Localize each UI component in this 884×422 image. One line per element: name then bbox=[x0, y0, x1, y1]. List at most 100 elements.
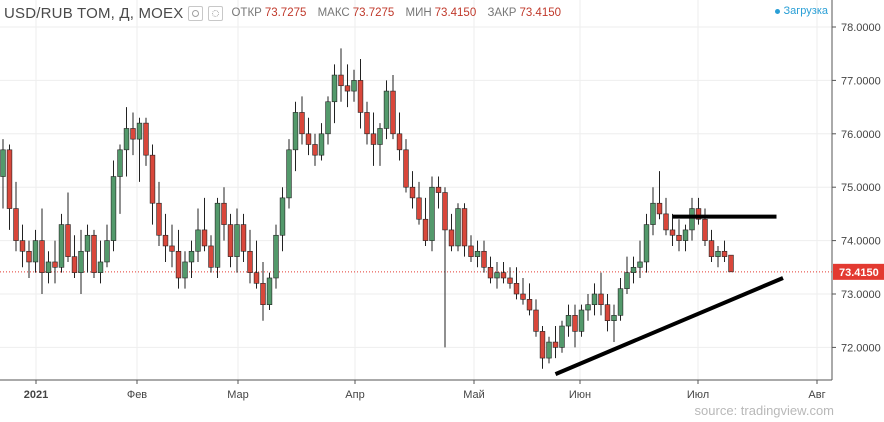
high-value: 73.7275 bbox=[352, 7, 395, 19]
candle bbox=[117, 144, 123, 214]
candle-body bbox=[604, 304, 611, 321]
candle-body bbox=[104, 240, 110, 263]
candle-body bbox=[598, 293, 604, 305]
candle-body bbox=[728, 254, 734, 273]
candle bbox=[97, 240, 104, 284]
x-tick-label: Фев bbox=[127, 389, 147, 401]
candle-body bbox=[461, 208, 468, 247]
candle bbox=[110, 160, 117, 252]
candle bbox=[604, 294, 611, 332]
candle-body bbox=[58, 224, 65, 268]
candle-body bbox=[214, 202, 221, 268]
eye-icon[interactable] bbox=[188, 5, 204, 21]
candle-body bbox=[539, 331, 546, 359]
candle-body bbox=[500, 272, 507, 279]
candle-body bbox=[669, 229, 676, 236]
candle-body bbox=[338, 74, 344, 87]
candle-body bbox=[682, 229, 689, 241]
x-tick-label: Апр bbox=[345, 389, 364, 401]
candle bbox=[565, 304, 572, 337]
candle-body bbox=[266, 277, 273, 305]
candle bbox=[416, 181, 422, 225]
candle bbox=[260, 261, 266, 321]
candle bbox=[539, 326, 546, 369]
support-trendline bbox=[554, 276, 784, 376]
candle-body bbox=[507, 277, 513, 284]
candle bbox=[650, 187, 656, 236]
candle bbox=[227, 213, 234, 268]
candle-body bbox=[533, 309, 539, 332]
candle-body bbox=[585, 304, 591, 311]
candle bbox=[598, 272, 604, 316]
candle-body bbox=[299, 112, 305, 135]
candle bbox=[663, 197, 669, 236]
candle bbox=[65, 192, 71, 262]
candle-body bbox=[273, 234, 279, 279]
candle bbox=[507, 267, 513, 289]
candle bbox=[468, 235, 474, 262]
last-price-label: 73.4150 bbox=[839, 267, 879, 279]
candle bbox=[312, 133, 318, 166]
candle bbox=[52, 240, 58, 284]
candle bbox=[6, 144, 13, 230]
candle bbox=[234, 208, 240, 273]
candle bbox=[188, 240, 195, 278]
candle-body bbox=[442, 192, 448, 231]
candle bbox=[162, 213, 169, 262]
candle-body bbox=[695, 208, 702, 220]
candle-body bbox=[6, 149, 13, 209]
candle bbox=[442, 187, 448, 348]
candle-body bbox=[416, 197, 422, 220]
candle bbox=[26, 240, 32, 278]
candle bbox=[403, 139, 409, 193]
candle bbox=[169, 224, 175, 268]
candle-body bbox=[435, 186, 442, 193]
candle bbox=[279, 187, 286, 252]
candle bbox=[214, 197, 221, 278]
candle bbox=[305, 117, 312, 156]
candle bbox=[435, 176, 442, 209]
candle bbox=[357, 59, 364, 129]
candle-body bbox=[643, 224, 650, 263]
candle bbox=[71, 235, 78, 278]
status-dot-icon bbox=[774, 8, 780, 14]
candle-body bbox=[689, 208, 695, 231]
gear-icon[interactable] bbox=[208, 5, 224, 21]
candle bbox=[156, 181, 162, 246]
candle bbox=[91, 229, 97, 278]
candle-body bbox=[455, 208, 461, 247]
candle-body bbox=[318, 133, 325, 156]
candle-body bbox=[26, 250, 32, 263]
candle-body bbox=[247, 250, 253, 273]
y-tick-label: 76.0000 bbox=[841, 129, 881, 141]
y-tick-label: 73.0000 bbox=[841, 289, 881, 301]
candle bbox=[338, 48, 344, 102]
candle-body bbox=[123, 128, 130, 151]
candle-body bbox=[429, 186, 435, 241]
candle bbox=[364, 101, 370, 145]
chart-legend: USD/RUB TOM, Д, MOEX ОТКР 73.7275 МАКС 73.… bbox=[4, 2, 569, 24]
candle bbox=[331, 64, 338, 124]
candle bbox=[721, 240, 728, 262]
candle bbox=[130, 112, 136, 156]
candle-body bbox=[253, 272, 260, 284]
symbol-title[interactable]: USD/RUB TOM, Д, MOEX bbox=[4, 4, 184, 22]
low-label: МИН bbox=[405, 7, 432, 19]
candle-body bbox=[591, 293, 598, 305]
candle bbox=[409, 171, 416, 209]
candle bbox=[474, 240, 481, 268]
candle-body bbox=[19, 240, 26, 252]
candle bbox=[695, 197, 702, 225]
candle bbox=[520, 277, 526, 305]
candle-body bbox=[130, 128, 136, 140]
candle-body bbox=[279, 197, 286, 236]
open-label: ОТКР bbox=[231, 7, 262, 19]
candle bbox=[526, 283, 533, 316]
candle-body bbox=[221, 202, 227, 225]
candle-body bbox=[624, 272, 630, 289]
candle bbox=[585, 294, 591, 321]
candle-body bbox=[175, 250, 182, 279]
candle bbox=[643, 213, 650, 273]
candle-body bbox=[494, 272, 500, 279]
